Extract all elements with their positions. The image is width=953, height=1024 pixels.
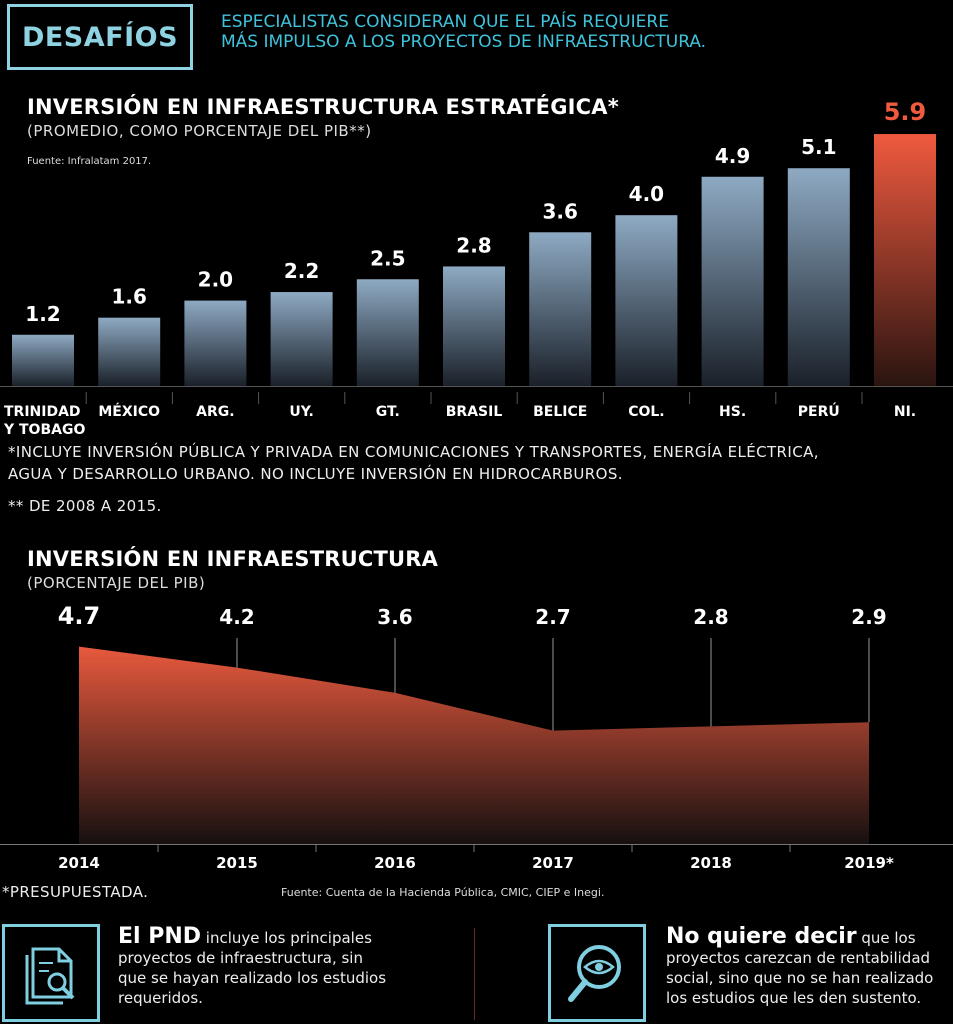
document-search-icon-graphic [25, 947, 75, 1005]
headline-line-1: ESPECIALISTAS CONSIDERAN QUE EL PAÍS REQ… [221, 12, 669, 32]
bar [615, 215, 678, 386]
area-value-label: 2.9 [851, 605, 886, 629]
info-panel-pnd: El PND incluye los principales proyectos… [118, 924, 458, 1008]
bar [98, 317, 161, 386]
info-divider [474, 928, 475, 1020]
area-value-label: 3.6 [377, 605, 412, 629]
info-pnd-line-4: requeridos. [118, 989, 203, 1007]
bar-value-label: 5.1 [801, 135, 836, 159]
bar-category-label: ARG. [196, 404, 234, 420]
area-fill [79, 646, 869, 844]
bar-category-label: MÉXICO [98, 403, 160, 420]
info-pnd-line-3: que se hayan realizado los estudios [118, 969, 387, 987]
eye-magnifier-icon-graphic [568, 945, 621, 1002]
bar-footnote-2: AGUA Y DESARROLLO URBANO. NO INCLUYE INV… [8, 465, 623, 483]
bar-category-label: PERÚ [798, 402, 840, 420]
bar-chart: 1.2 TRINIDAD Y TOBAGO 1.6 MÉXICO 2.0 ARG. 2.2 UY… [0, 98, 953, 438]
bar [529, 232, 592, 386]
info-rent-line-2: proyectos carezcan de rentabilidad [666, 949, 931, 967]
bar-value-label: 2.0 [198, 268, 233, 292]
document-search-icon [2, 924, 100, 1022]
area-value-label: 2.7 [535, 605, 570, 629]
bar-value-label: 5.9 [884, 98, 927, 126]
bar-category-label: UY. [289, 404, 314, 420]
area-x-label: 2014 [58, 854, 100, 872]
area-x-label: 2016 [374, 854, 416, 872]
bar-category-label: NI. [894, 404, 916, 420]
headline: ESPECIALISTAS CONSIDERAN QUE EL PAÍS REQ… [221, 12, 706, 52]
info-pnd-bold: El PND [118, 924, 202, 949]
info-rent-bold: No quiere decir [666, 924, 857, 949]
bar-value-label: 2.2 [284, 259, 319, 283]
area-footnote: *PRESUPUESTADA. [2, 883, 149, 901]
bar-value-label: 2.8 [456, 233, 491, 257]
info-rent-line-3: social, sino que no se han realizado [666, 969, 934, 987]
bar-value-label: 4.9 [715, 144, 750, 168]
bar-value-label: 1.2 [25, 302, 60, 326]
bar-category-label: GT. [376, 404, 400, 420]
bar-category-label: Y TOBAGO [3, 422, 85, 438]
area-value-label: 2.8 [693, 605, 728, 629]
bar-category-label: COL. [628, 404, 664, 420]
area-x-label: 2018 [690, 854, 732, 872]
bar-footnote-1: *INCLUYE INVERSIÓN PÚBLICA Y PRIVADA EN … [8, 443, 819, 461]
bar-category-label: HS. [719, 404, 746, 420]
area-chart-source: Fuente: Cuenta de la Hacienda Pública, C… [281, 886, 605, 899]
bar [443, 266, 505, 386]
eye-magnifier-icon [548, 924, 646, 1022]
bar [787, 168, 850, 386]
area-chart-title: INVERSIÓN EN INFRAESTRUCTURA [27, 547, 439, 571]
info-pnd-line-1: incluye los principales [201, 929, 372, 947]
bar [874, 134, 936, 386]
bar-value-label: 2.5 [370, 246, 405, 270]
area-chart-subtitle: (PORCENTAJE DEL PIB) [27, 574, 206, 592]
info-rent-line-4: los estudios que les den sustento. [666, 989, 922, 1007]
bar [701, 176, 764, 386]
bar-chart-subtitle: (PROMEDIO, COMO PORCENTAJE DEL PIB**) [27, 122, 372, 140]
bar-category-label: BRASIL [446, 404, 503, 420]
bar-footnote-3: ** DE 2008 A 2015. [8, 497, 162, 515]
info-panel-rentabilidad: No quiere decir que los proyectos carezc… [666, 924, 951, 1008]
bar-value-label: 3.6 [542, 199, 577, 223]
bar-value-label: 1.6 [111, 285, 146, 309]
bar [270, 292, 333, 386]
area-x-label: 2017 [532, 854, 574, 872]
info-rent-line-1: que los [856, 929, 916, 947]
area-chart: 4.7 2014 4.2 2015 3.6 2016 2.7 2017 2.8 2018 2.9 20… [0, 602, 953, 872]
headline-line-2: MÁS IMPULSO A LOS PROYECTOS DE INFRAESTR… [221, 32, 707, 52]
section-tag-box: DESAFÍOS [7, 4, 193, 70]
bar [184, 300, 247, 386]
bar [356, 279, 419, 386]
bar-chart-source: Fuente: Infralatam 2017. [27, 156, 152, 167]
info-pnd-line-2: proyectos de infraestructura, sin [118, 949, 363, 967]
bar-category-label: TRINIDAD [4, 404, 81, 420]
area-value-label: 4.2 [219, 605, 254, 629]
section-tag: DESAFÍOS [21, 21, 179, 53]
area-x-label: 2019* [844, 854, 894, 872]
area-value-label: 4.7 [58, 602, 101, 630]
bar-value-label: 4.0 [629, 182, 664, 206]
bar-category-label: BELICE [533, 404, 587, 420]
bar-chart-title: INVERSIÓN EN INFRAESTRUCTURA ESTRATÉGICA… [27, 95, 619, 119]
bar [12, 334, 74, 386]
area-x-label: 2015 [216, 854, 258, 872]
